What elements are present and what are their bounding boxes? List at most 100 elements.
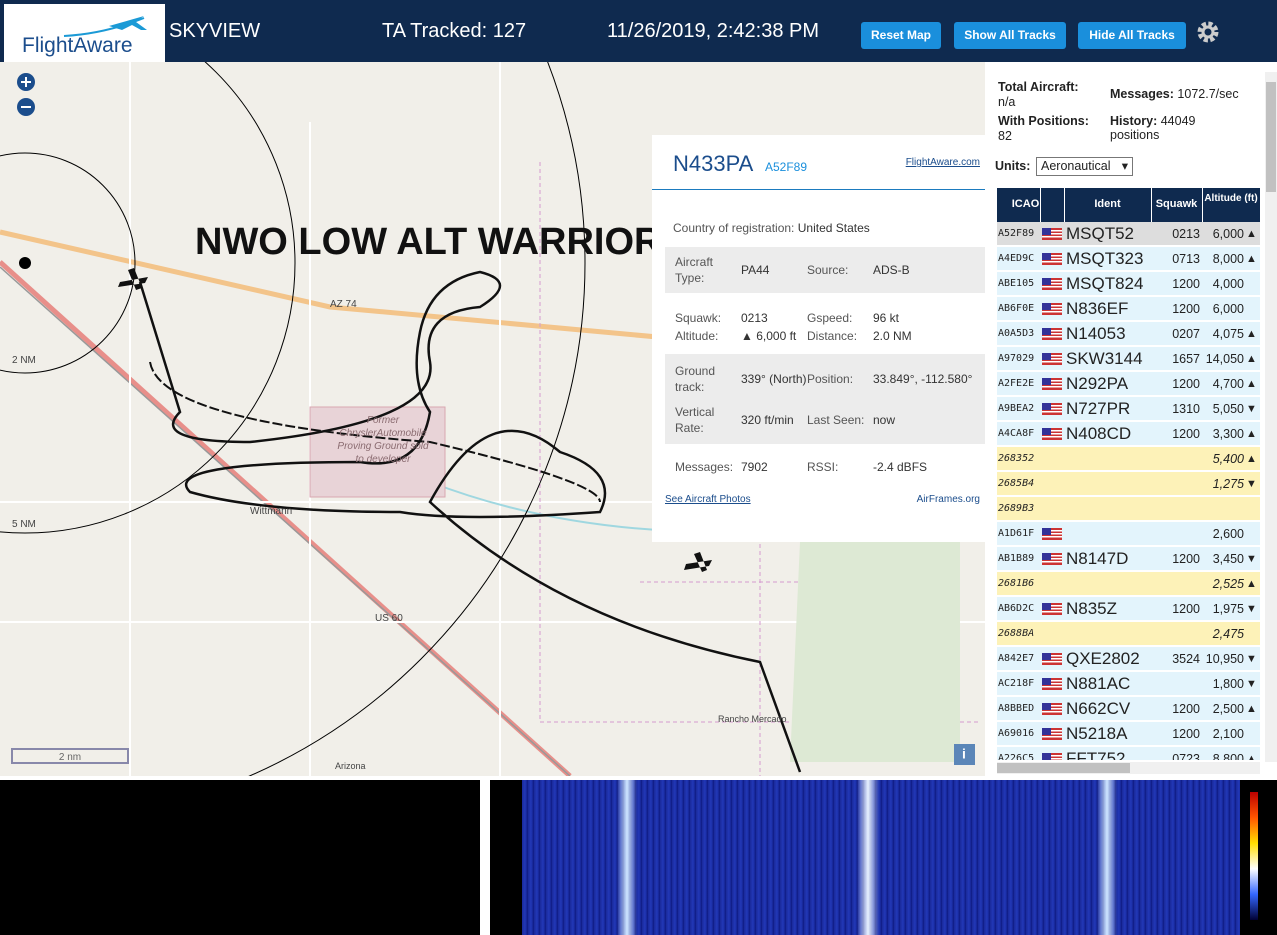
squawk xyxy=(1151,472,1200,496)
aircraft-row[interactable]: A1D61F 2,600 xyxy=(997,522,1260,546)
icao: A0A5D3 xyxy=(998,328,1035,339)
reset-map-button[interactable]: Reset Map xyxy=(861,22,941,49)
squawk: 0713 xyxy=(1172,252,1200,266)
logo[interactable]: FlightAware xyxy=(4,4,165,62)
stat-value: 44049 positions xyxy=(1110,114,1196,142)
icao: A8BBED xyxy=(998,703,1035,714)
popup-section: Squawk: 0213 Gspeed: 96 kt Altitude: ▲ 6,000 … xyxy=(665,305,985,349)
show-tracks-button[interactable]: Show All Tracks xyxy=(954,22,1066,49)
country: Country of registration: United States xyxy=(673,221,870,235)
flag-stripe xyxy=(1042,358,1062,360)
zoom-in[interactable] xyxy=(17,73,35,91)
flag-stripe xyxy=(1042,758,1062,760)
stat-value: 82 xyxy=(998,129,1012,143)
altitude: 1,275 xyxy=(1212,477,1244,491)
settings-icon[interactable] xyxy=(1196,20,1220,44)
aircraft-row[interactable]: ABE105 MSQT824 1200 4,000 xyxy=(997,272,1260,296)
aircraft-row[interactable]: A0A5D3 N14053 0207 4,075 ▲ xyxy=(997,322,1260,346)
aircraft-row[interactable]: A226C5 FFT752 0723 8,800 ▲ xyxy=(997,747,1260,760)
field-value: 339° (North) xyxy=(741,371,807,386)
waterfall xyxy=(522,780,1240,935)
map[interactable]: i NWO LOW ALT WARRIOR 2 nm 2 NM 5 NM Wittm… xyxy=(0,62,985,776)
ident: N408CD xyxy=(1066,424,1132,443)
trend: ▲ xyxy=(1246,428,1257,440)
aircraft-row[interactable]: A4CA8F N408CD 1200 3,300 ▲ xyxy=(997,422,1260,446)
icao: 268352 xyxy=(998,453,1035,464)
aircraft-row[interactable]: A2FE2E N292PA 1200 4,700 ▲ xyxy=(997,372,1260,396)
flag-canton xyxy=(1042,603,1051,610)
aircraft-row[interactable]: AC218F N881AC 1,800 ▼ xyxy=(997,672,1260,696)
flag-canton xyxy=(1042,653,1051,660)
flag-icon xyxy=(1042,403,1062,415)
flag-stripe xyxy=(1042,280,1062,282)
airframes-link[interactable]: AirFrames.org xyxy=(916,494,980,505)
flag-stripe xyxy=(1042,430,1062,432)
trend: ▼ xyxy=(1246,603,1257,615)
scale-bar xyxy=(11,748,129,764)
field-label: RSSI: xyxy=(807,460,839,474)
aircraft-row[interactable]: A52F89 MSQT52 0213 6,000 ▲ xyxy=(997,222,1260,246)
flag-stripe xyxy=(1042,658,1062,660)
map-label: Former ChryslerAutomobile Proving Ground… xyxy=(337,415,428,465)
aircraft-row[interactable]: AB1B89 N8147D 1200 3,450 ▼ xyxy=(997,547,1260,571)
flag-stripe xyxy=(1042,283,1062,285)
altitude: 5,400 xyxy=(1212,452,1244,466)
aircraft-row[interactable]: 2689B3 xyxy=(997,497,1260,521)
photos-link[interactable]: See Aircraft Photos xyxy=(665,494,751,505)
aircraft-row[interactable]: A69016 N5218A 1200 2,100 xyxy=(997,722,1260,746)
units-select[interactable]: Aeronautical ▾ xyxy=(1036,157,1133,176)
icao: A1D61F xyxy=(998,528,1035,539)
flag-icon xyxy=(1042,528,1062,540)
aircraft-row[interactable]: 268352 5,400 ▲ xyxy=(997,447,1260,471)
flag-stripe xyxy=(1042,555,1062,557)
flag-canton xyxy=(1042,428,1051,435)
flag-canton xyxy=(1042,253,1051,260)
field-value: PA44 xyxy=(741,263,770,277)
aircraft-row[interactable]: 2681B6 2,525 ▲ xyxy=(997,572,1260,596)
field-value: ▲ 6,000 ft xyxy=(741,329,797,343)
field-value: 2.0 NM xyxy=(873,329,912,343)
info-button[interactable] xyxy=(954,744,975,765)
trend: ▲ xyxy=(1246,578,1257,590)
column-header: Ident xyxy=(1094,198,1121,210)
ident: MSQT323 xyxy=(1066,249,1144,268)
aircraft-row[interactable]: 2688BA 2,475 xyxy=(997,622,1260,646)
squawk: 1200 xyxy=(1172,727,1200,741)
flag-canton xyxy=(1042,378,1051,385)
field-label: Gspeed: xyxy=(807,311,853,325)
altitude: 4,000 xyxy=(1212,277,1244,291)
icao: AC218F xyxy=(998,678,1035,689)
header: FlightAware SKYVIEW TA Tracked: 127 11/2… xyxy=(0,0,1277,62)
flag-canton xyxy=(1042,278,1051,285)
aircraft-row[interactable]: A4ED9C MSQT323 0713 8,000 ▲ xyxy=(997,247,1260,271)
trend: ▼ xyxy=(1246,678,1257,690)
icao: A52F89 xyxy=(998,228,1035,239)
flag-icon xyxy=(1042,703,1062,715)
zoom-out[interactable] xyxy=(17,98,35,116)
aircraft-row[interactable]: A97029 SKW3144 1657 14,050 ▲ xyxy=(997,347,1260,371)
aircraft-row[interactable]: A842E7 QXE2802 3524 10,950 ▼ xyxy=(997,647,1260,671)
map-label: Arizona xyxy=(335,761,366,771)
flag-stripe xyxy=(1042,711,1062,713)
flightaware-link[interactable]: FlightAware.com xyxy=(905,157,980,168)
aircraft-row[interactable]: AB6D2C N835Z 1200 1,975 ▼ xyxy=(997,597,1260,621)
hide-tracks-button[interactable]: Hide All Tracks xyxy=(1078,22,1186,49)
aircraft-row[interactable]: AB6F0E N836EF 1200 6,000 xyxy=(997,297,1260,321)
svg-text:i: i xyxy=(962,746,966,762)
logo-text: FlightAware xyxy=(22,34,133,57)
aircraft-row[interactable]: A8BBED N662CV 1200 2,500 ▲ xyxy=(997,697,1260,721)
field-label: Aircraft Type: xyxy=(675,255,714,285)
aircraft-row[interactable]: A9BEA2 N727PR 1310 5,050 ▼ xyxy=(997,397,1260,421)
flag-stripe xyxy=(1042,330,1062,332)
altitude: 6,000 xyxy=(1212,227,1244,241)
flag-stripe xyxy=(1042,380,1062,382)
icao: 2681B6 xyxy=(998,578,1035,589)
altitude: 14,050 xyxy=(1205,352,1244,366)
flag-stripe xyxy=(1042,233,1062,235)
aircraft-row[interactable]: 2685B4 1,275 ▼ xyxy=(997,472,1260,496)
flag-stripe xyxy=(1042,433,1062,435)
flag-stripe xyxy=(1042,605,1062,607)
altitude: 8,800 xyxy=(1212,752,1244,760)
ident: N881AC xyxy=(1066,674,1131,693)
flag-stripe xyxy=(1042,536,1062,538)
